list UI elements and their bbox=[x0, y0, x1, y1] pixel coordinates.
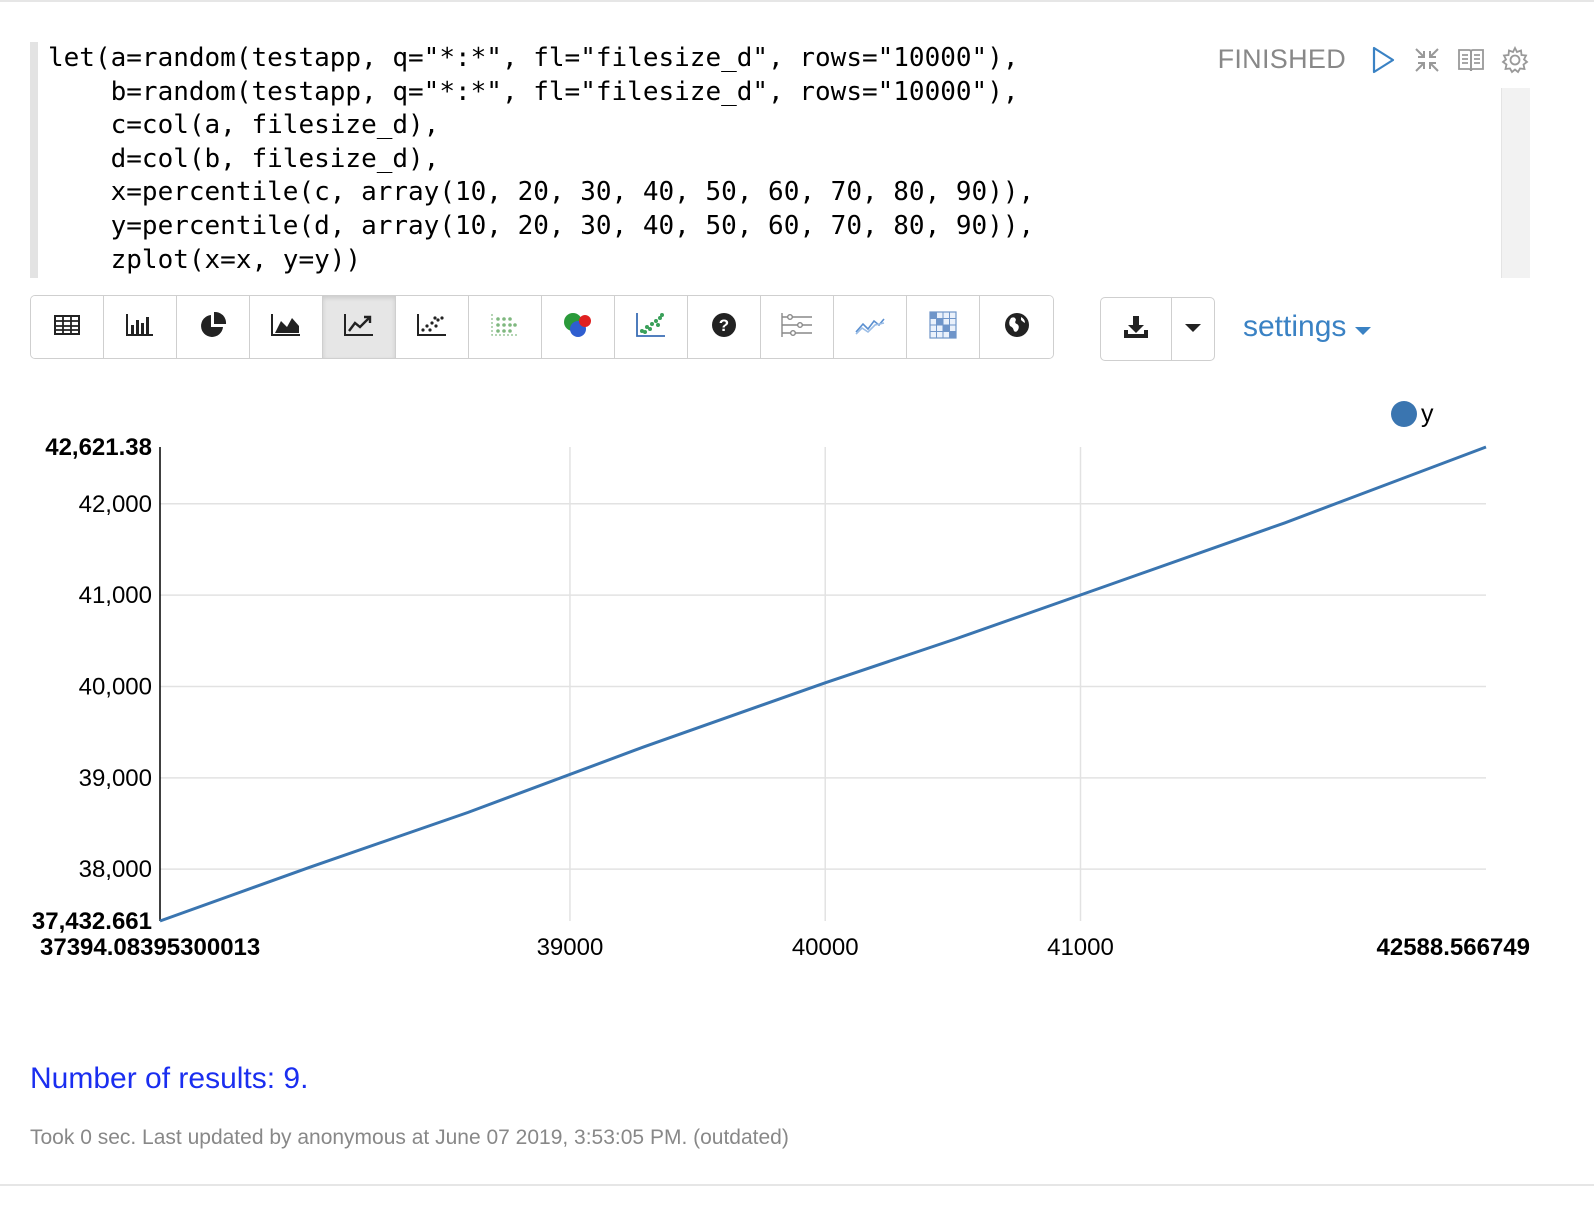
status-label: FINISHED bbox=[1217, 44, 1346, 74]
series-lines bbox=[159, 445, 1487, 923]
line-chart: 42,621.38 42,000 41,000 40,000 39,000 38,000 3… bbox=[0, 380, 1594, 980]
settings-label: settings bbox=[1243, 310, 1347, 343]
x-tick-label: 42588.566749 bbox=[1377, 934, 1531, 961]
table-button[interactable] bbox=[31, 296, 104, 358]
dot-grid-icon bbox=[491, 313, 519, 342]
svg-text:?: ? bbox=[719, 316, 729, 335]
scatter-chart-icon bbox=[417, 313, 447, 342]
scatter-chart-button[interactable] bbox=[396, 296, 469, 358]
line-chart-button[interactable] bbox=[323, 296, 396, 358]
download-options-button[interactable] bbox=[1172, 298, 1214, 360]
status-footer: Took 0 sec. Last updated by anonymous at… bbox=[30, 1126, 789, 1149]
code-line: x=percentile(c, array(10, 20, 30, 40, 50… bbox=[48, 177, 1035, 208]
legend-marker bbox=[1391, 401, 1417, 427]
code-line: d=col(b, filesize_d), bbox=[48, 143, 440, 174]
code-line: c=col(a, filesize_d), bbox=[48, 110, 440, 141]
sliders-icon bbox=[781, 312, 813, 343]
x-tick-label: 37394.08395300013 bbox=[40, 934, 260, 961]
bottom-divider bbox=[0, 1184, 1594, 1186]
gear-icon[interactable] bbox=[1500, 45, 1530, 75]
x-tick-label: 41000 bbox=[1047, 934, 1114, 961]
code-line: y=percentile(d, array(10, 20, 30, 40, 50… bbox=[48, 210, 1035, 241]
y-tick-label: 42,621.38 bbox=[45, 434, 152, 461]
scatter-color-icon bbox=[636, 312, 666, 343]
editor-scrollbar[interactable] bbox=[1501, 88, 1530, 278]
code-text[interactable]: let(a=random(testapp, q="*:*", fl="files… bbox=[48, 42, 1034, 277]
code-line: zplot(x=x, y=y)) bbox=[48, 244, 362, 275]
settings-dropdown[interactable]: settings bbox=[1243, 310, 1372, 344]
code-editor[interactable]: let(a=random(testapp, q="*:*", fl="files… bbox=[30, 42, 1530, 278]
y-tick-label: 42,000 bbox=[79, 491, 152, 518]
bubble-icon bbox=[562, 310, 594, 345]
run-icon[interactable] bbox=[1368, 45, 1398, 75]
help-icon: ? bbox=[711, 312, 737, 343]
download-icon bbox=[1122, 314, 1150, 345]
top-divider bbox=[0, 0, 1594, 2]
bar-chart-icon bbox=[126, 313, 154, 342]
line-trend-button[interactable] bbox=[834, 296, 907, 358]
results-count: Number of results: 9. bbox=[30, 1062, 309, 1095]
y-tick-label: 40,000 bbox=[79, 673, 152, 700]
download-button[interactable] bbox=[1101, 298, 1172, 360]
y-tick-label: 38,000 bbox=[79, 856, 152, 883]
chart-svg: 42,621.38 42,000 41,000 40,000 39,000 38,000 3… bbox=[32, 400, 1530, 961]
caret-down-icon bbox=[1354, 310, 1372, 344]
x-tick-label: 39000 bbox=[537, 934, 604, 961]
y-tick-label: 39,000 bbox=[79, 765, 152, 792]
area-chart-icon bbox=[271, 313, 301, 342]
scatter-color-button[interactable] bbox=[615, 296, 688, 358]
grid-lines bbox=[160, 447, 1486, 921]
visualization-toolbar: ? bbox=[30, 295, 1054, 359]
legend[interactable]: y bbox=[1391, 400, 1434, 428]
book-icon[interactable] bbox=[1456, 45, 1486, 75]
area-chart-button[interactable] bbox=[250, 296, 323, 358]
download-group bbox=[1100, 297, 1215, 361]
globe-icon bbox=[1004, 312, 1030, 343]
pie-chart-button[interactable] bbox=[177, 296, 250, 358]
dot-grid-button[interactable] bbox=[469, 296, 542, 358]
help-button[interactable]: ? bbox=[688, 296, 761, 358]
collapse-icon[interactable] bbox=[1412, 45, 1442, 75]
x-tick-label: 40000 bbox=[792, 934, 859, 961]
sliders-button[interactable] bbox=[761, 296, 834, 358]
legend-label: y bbox=[1421, 400, 1434, 428]
heatmap-icon bbox=[929, 310, 957, 344]
caret-down-icon bbox=[1184, 320, 1202, 338]
bar-chart-button[interactable] bbox=[104, 296, 177, 358]
bubble-button[interactable] bbox=[542, 296, 615, 358]
axes: 42,621.38 42,000 41,000 40,000 39,000 38,000 3… bbox=[32, 434, 1530, 961]
line-chart-icon bbox=[344, 313, 374, 342]
code-line: let(a=random(testapp, q="*:*", fl="files… bbox=[48, 43, 1019, 73]
series-line-y bbox=[159, 445, 1487, 923]
code-line: b=random(testapp, q="*:*", fl="filesize_… bbox=[48, 76, 1019, 107]
editor-gutter bbox=[30, 42, 38, 278]
pie-chart-icon bbox=[199, 311, 227, 344]
heatmap-button[interactable] bbox=[907, 296, 980, 358]
globe-button[interactable] bbox=[980, 296, 1053, 358]
table-icon bbox=[54, 314, 80, 341]
paragraph-controls: FINISHED bbox=[1218, 44, 1530, 75]
y-tick-label: 37,432.661 bbox=[32, 908, 152, 935]
y-tick-label: 41,000 bbox=[79, 582, 152, 609]
line-trend-icon bbox=[854, 314, 886, 341]
